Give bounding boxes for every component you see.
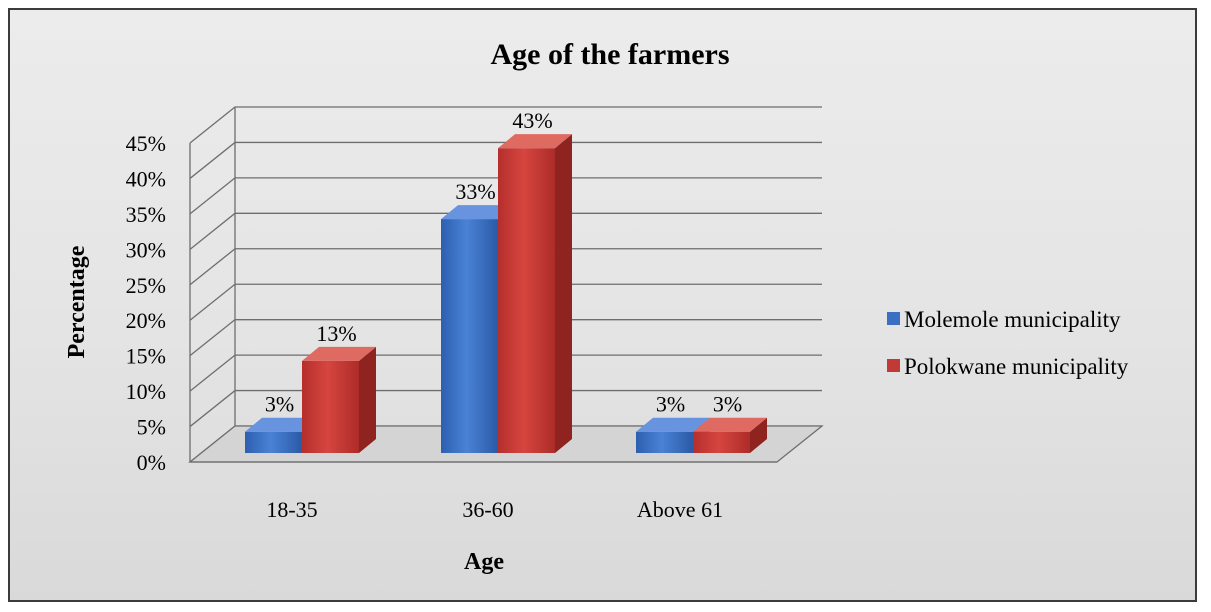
legend: Molemole municipality Polokwane municipa… <box>887 307 1129 379</box>
y-tick-label: 10% <box>126 379 166 404</box>
y-tick-label: 45% <box>126 131 166 156</box>
bar-front <box>498 148 555 453</box>
bar-side <box>359 346 376 453</box>
bar-top <box>245 417 319 432</box>
y-axis-title: Percentage <box>64 245 90 358</box>
y-tick-label: 25% <box>126 273 166 298</box>
bar-polokwane <box>498 134 572 453</box>
x-category-label: 18-35 <box>266 497 317 522</box>
x-category-label: Above 61 <box>637 497 723 522</box>
y-tick-label: 5% <box>137 415 166 440</box>
bar-top <box>498 134 572 149</box>
bar-top <box>441 205 515 220</box>
data-labels: 3% 13% 33% 43% 3% 3% <box>265 108 742 417</box>
data-label: 43% <box>512 108 552 133</box>
y-tick-label: 30% <box>126 237 166 262</box>
y-tick-label: 40% <box>126 166 166 191</box>
bar-front <box>441 219 498 453</box>
y-axis-ticks: 0% 5% 10% 15% 20% 25% 30% 35% 40% 45% <box>126 131 166 475</box>
x-axis-categories: 18-35 36-60 Above 61 <box>266 497 723 522</box>
legend-swatch-molemole <box>887 312 900 325</box>
data-label: 3% <box>713 392 742 417</box>
data-label: 3% <box>265 392 294 417</box>
bar-front <box>302 360 359 453</box>
bars <box>245 134 767 453</box>
y-tick-label: 35% <box>126 202 166 227</box>
bar-polokwane <box>302 346 376 453</box>
chart-title: Age of the farmers <box>490 38 729 71</box>
x-axis-title: Age <box>464 549 504 575</box>
y-tick-label: 15% <box>126 344 166 369</box>
bar-front <box>636 431 693 453</box>
bar-top <box>636 417 710 432</box>
legend-swatch-polokwane <box>887 359 900 372</box>
bar-side <box>555 134 572 453</box>
legend-label-polokwane: Polokwane municipality <box>904 354 1129 379</box>
y-tick-label: 20% <box>126 308 166 333</box>
data-label: 13% <box>316 321 356 346</box>
bar-front <box>245 431 302 453</box>
y-tick-label: 0% <box>137 450 166 475</box>
gridline <box>189 106 822 144</box>
bar-front <box>693 431 750 453</box>
bar-polokwane <box>693 417 767 453</box>
legend-label-molemole: Molemole municipality <box>904 307 1121 332</box>
data-label: 33% <box>455 179 495 204</box>
bar-top <box>302 346 376 361</box>
data-label: 3% <box>656 392 685 417</box>
x-category-label: 36-60 <box>462 497 513 522</box>
bar-top <box>693 417 767 432</box>
bar-side <box>750 417 767 453</box>
